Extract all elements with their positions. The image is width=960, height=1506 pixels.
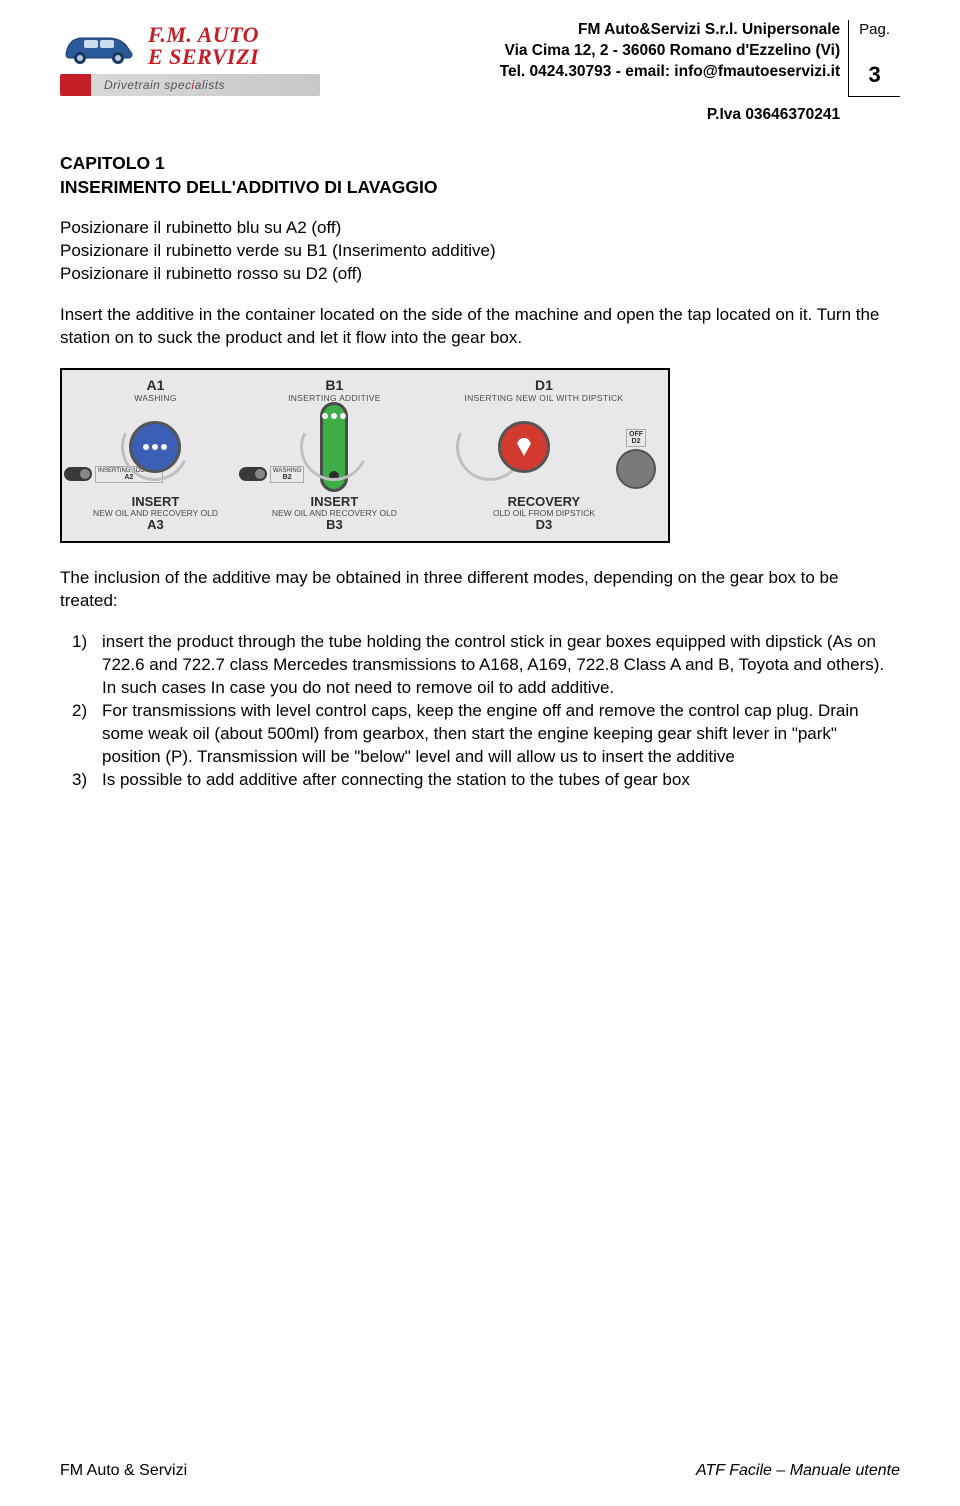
company-name: FM Auto&Servizi S.r.l. Unipersonale <box>500 20 840 41</box>
modes-intro: The inclusion of the additive may be obt… <box>60 567 900 613</box>
diagram-col-b: B1 INSERTING ADDITIVE WASHINGB2 <box>247 378 422 531</box>
diagram-col-d: D1 INSERTING NEW OIL WITH DIPSTICK OFFD2 <box>426 378 662 531</box>
positions-block: Posizionare il rubinetto blu su A2 (off)… <box>60 217 900 286</box>
valve-diagram: A1 WASHING INSERTING ADDITIVEA2 <box>60 368 670 543</box>
chapter-title: CAPITOLO 1 INSERIMENTO DELL'ADDITIVO DI … <box>60 152 900 199</box>
page-header: F.M. AUTO E SERVIZI Drivetrain specialis… <box>60 20 900 130</box>
company-address: Via Cima 12, 2 - 36060 Romano d'Ezzelino… <box>500 41 840 62</box>
company-piva: P.Iva 03646370241 <box>500 105 840 126</box>
footer-right: ATF Facile – Manuale utente <box>696 1462 900 1480</box>
modes-list: 1)insert the product through the tube ho… <box>60 631 900 792</box>
diagram-col-a: A1 WASHING INSERTING ADDITIVEA2 <box>68 378 243 531</box>
valve-knob-red <box>498 421 550 473</box>
page-footer: FM Auto & Servizi ATF Facile – Manuale u… <box>60 1462 900 1480</box>
footer-left: FM Auto & Servizi <box>60 1462 187 1480</box>
insert-paragraph: Insert the additive in the container loc… <box>60 304 900 350</box>
list-item: 2)For transmissions with level control c… <box>102 700 900 769</box>
brand-line2: E SERVIZI <box>148 46 259 68</box>
header-right: FM Auto&Servizi S.r.l. Unipersonale Via … <box>500 20 900 126</box>
logo-block: F.M. AUTO E SERVIZI Drivetrain specialis… <box>60 20 330 96</box>
page-number-cell: Pag. 3 <box>848 20 900 97</box>
company-contact: Tel. 0424.30793 - email: info@fmautoeser… <box>500 62 840 83</box>
page-label: Pag. <box>859 20 890 40</box>
list-item: 1)insert the product through the tube ho… <box>102 631 900 700</box>
logo-subtitle: Drivetrain specialists <box>60 74 320 96</box>
valve-knob-blue <box>129 421 181 473</box>
brand-line1: F.M. AUTO <box>148 24 259 46</box>
list-item: 3)Is possible to add additive after conn… <box>102 769 900 792</box>
content: CAPITOLO 1 INSERIMENTO DELL'ADDITIVO DI … <box>60 152 900 791</box>
car-icon <box>60 26 138 66</box>
page-number: 3 <box>859 60 890 90</box>
